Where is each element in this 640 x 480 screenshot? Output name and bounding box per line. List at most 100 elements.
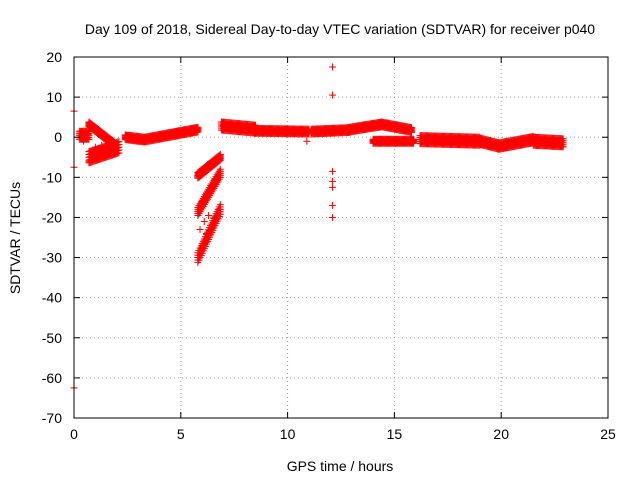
data-point [328,213,336,221]
data-point [211,213,219,221]
data-point [207,221,215,229]
data-point [273,127,281,135]
data-point [328,167,336,175]
data-point [294,127,302,135]
data-point [531,133,539,141]
data-point [194,171,202,179]
y-tick-label: -20 [42,209,62,225]
data-point [98,141,106,149]
data-point [358,122,366,130]
data-point [540,137,548,145]
data-point [339,125,347,133]
y-tick-label: -40 [42,290,62,306]
data-point [205,211,213,219]
y-tick-label: 0 [54,129,62,145]
data-point [371,121,379,129]
y-tick-labels: 20 10 0 -10 -20 -30 -40 -50 -60 -70 [42,49,62,426]
data-point [130,135,138,143]
data-point [187,125,195,133]
y-tick-label: 20 [46,49,62,65]
data-point [534,137,542,145]
data-point [211,155,219,163]
data-point [224,122,232,130]
data-point [254,127,262,135]
y-tick-label: -70 [42,410,62,426]
data-point [123,133,131,141]
data-point [284,127,292,135]
data-point [493,143,501,151]
data-point [536,141,544,149]
data-point [378,120,386,128]
x-tick-label: 0 [70,426,78,442]
data-point [333,127,341,135]
y-axis-label: SDTVAR / TECUs [7,182,23,294]
data-point [551,139,559,147]
data-point [115,138,123,146]
y-tick-label: -10 [42,169,62,185]
x-tick-label: 5 [177,426,185,442]
chart-title: Day 109 of 2018, Sidereal Day-to-day VTE… [85,21,595,37]
axis-ticks [73,56,609,419]
data-point [215,169,223,177]
data-point [149,134,157,142]
data-point [316,127,324,135]
data-point [100,145,108,153]
data-point [85,157,93,165]
data-point [418,135,426,143]
data-point [162,130,170,138]
data-point [328,63,336,71]
data-point [328,183,336,191]
data-point [202,189,210,197]
data-point [403,127,411,135]
data-point [202,229,210,237]
data-point [84,130,92,138]
x-tick-labels: 0 5 10 15 20 25 [70,426,616,442]
data-point [328,201,336,209]
data-point [83,134,91,142]
data-point [476,139,484,147]
data-point [433,137,441,145]
data-point [309,125,317,133]
data-point [365,121,373,129]
data-point [215,153,223,161]
y-tick-label: -60 [42,370,62,386]
y-tick-label: -30 [42,250,62,266]
data-point [519,137,527,145]
data-point [384,121,392,129]
data-point [425,135,433,143]
data-point [192,126,200,134]
data-point [220,121,228,129]
data-point [198,197,206,205]
data-point [557,137,565,145]
data-point [200,217,208,225]
data-point [168,128,176,136]
data-point [390,123,398,131]
data-point [194,207,202,215]
data-point [484,141,492,149]
data-point [211,175,219,183]
data-point [91,143,99,151]
data-point [369,137,377,145]
data-point [202,163,210,171]
data-point [86,147,94,155]
data-point [216,201,224,209]
data-point [247,123,255,131]
data-point [181,126,189,134]
data-point [326,129,334,137]
data-point [450,137,458,145]
data-point [442,135,450,143]
data-point [198,167,206,175]
data-point [501,139,509,147]
y-tick-label: 10 [46,89,62,105]
x-axis-label: GPS time / hours [287,458,394,474]
data-point [352,123,360,131]
y-tick-label: -50 [42,330,62,346]
data-point [175,127,183,135]
data-point [544,141,552,149]
data-point [301,128,309,136]
grid-lines [74,57,608,418]
data-point [241,125,249,133]
data-point [136,136,144,144]
data-point [111,140,119,148]
x-tick-label: 10 [280,426,296,442]
